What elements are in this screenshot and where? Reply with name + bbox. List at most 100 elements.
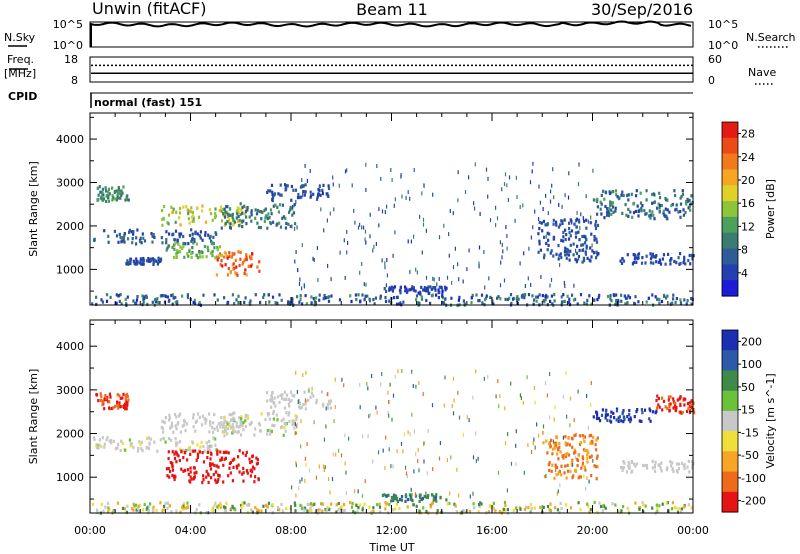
data-point	[92, 436, 96, 440]
data-point	[357, 225, 360, 230]
data-point	[118, 299, 121, 303]
colorbar-segment	[722, 232, 738, 250]
data-point	[170, 205, 173, 209]
data-point	[508, 175, 511, 180]
data-point	[268, 216, 271, 220]
data-point	[267, 212, 270, 216]
data-point	[305, 370, 307, 375]
data-point	[452, 211, 454, 216]
data-point	[674, 208, 677, 212]
data-point	[499, 240, 501, 245]
data-point	[216, 449, 219, 453]
data-point	[146, 436, 149, 440]
data-point	[308, 508, 311, 512]
data-point	[245, 450, 248, 454]
data-point	[426, 288, 430, 292]
data-point	[311, 503, 314, 507]
data-point	[98, 185, 101, 189]
data-point	[389, 382, 391, 387]
data-point	[640, 408, 643, 412]
data-point	[230, 506, 233, 511]
data-point	[202, 478, 205, 482]
data-point	[167, 457, 170, 461]
data-point	[587, 504, 590, 508]
data-point	[171, 465, 174, 469]
colorbar-tick-label: -200	[741, 495, 766, 508]
data-point	[489, 295, 492, 299]
data-point	[588, 258, 591, 262]
data-point	[666, 466, 669, 470]
data-point	[179, 223, 182, 227]
data-point	[173, 413, 177, 417]
data-point	[412, 384, 414, 388]
data-point	[547, 463, 550, 467]
data-point	[590, 474, 593, 478]
x-tick-label: 16:00	[476, 524, 508, 537]
data-point	[115, 198, 118, 202]
data-point	[448, 232, 450, 237]
data-point	[227, 451, 230, 455]
data-point	[413, 234, 415, 239]
data-point	[231, 458, 234, 462]
data-point	[487, 194, 489, 199]
data-point	[120, 189, 123, 193]
data-point	[679, 215, 682, 219]
data-point	[637, 252, 641, 256]
data-point	[354, 220, 356, 225]
data-point	[304, 190, 307, 194]
data-point	[400, 441, 403, 446]
data-point	[380, 176, 382, 181]
data-point	[593, 464, 596, 468]
data-point	[596, 298, 599, 302]
data-point	[110, 406, 114, 411]
data-point	[149, 257, 152, 261]
data-point	[489, 218, 492, 223]
data-point	[173, 247, 176, 251]
data-point	[582, 243, 585, 247]
data-point	[668, 405, 671, 409]
data-point	[175, 509, 178, 513]
data-point	[554, 444, 557, 448]
data-point	[549, 299, 552, 303]
data-point	[595, 438, 598, 442]
data-point	[675, 207, 678, 211]
data-point	[143, 296, 146, 300]
colorbar-tick-label: -15	[741, 426, 759, 439]
data-point	[436, 282, 438, 287]
data-point	[184, 242, 187, 246]
data-point	[660, 204, 663, 208]
y-tick-label: 1000	[56, 263, 84, 276]
data-point	[634, 209, 637, 213]
data-point	[239, 257, 242, 261]
data-point	[524, 293, 527, 297]
data-point	[588, 479, 590, 484]
data-point	[191, 237, 194, 242]
data-point	[294, 222, 297, 226]
data-point	[233, 411, 236, 415]
data-point	[627, 461, 630, 465]
data-point	[224, 263, 227, 267]
data-point	[543, 300, 546, 304]
data-point	[102, 193, 105, 197]
data-point	[641, 204, 644, 208]
data-point	[652, 261, 655, 265]
data-point	[620, 299, 623, 303]
data-point	[381, 209, 384, 214]
data-point	[582, 247, 585, 252]
data-point	[575, 260, 578, 264]
data-point	[561, 300, 564, 304]
data-point	[385, 283, 387, 288]
data-point	[595, 410, 598, 414]
data-point	[575, 248, 577, 253]
data-point	[325, 508, 328, 513]
data-point	[686, 465, 689, 469]
data-point	[152, 233, 155, 237]
data-point	[394, 230, 396, 235]
data-point	[557, 257, 560, 261]
data-point	[418, 495, 422, 500]
data-point	[441, 294, 444, 298]
data-point	[230, 255, 234, 259]
data-point	[181, 505, 184, 510]
data-point	[281, 203, 284, 207]
data-point	[304, 163, 306, 168]
